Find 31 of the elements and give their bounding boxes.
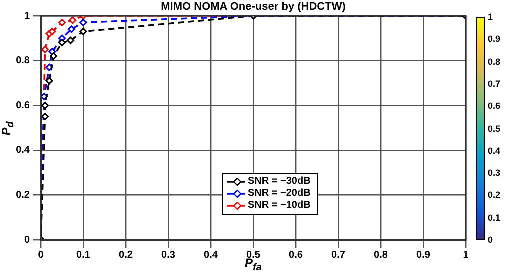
color-bar-label: 0.4 bbox=[488, 144, 501, 157]
color-bar-label: 0.1 bbox=[488, 212, 501, 224]
y-tick-label: 1 bbox=[24, 10, 30, 22]
y-tick-label: 0.2 bbox=[16, 190, 30, 201]
color-bar-label: 0.3 bbox=[488, 167, 501, 180]
x-tick-label: 0.3 bbox=[162, 250, 176, 261]
color-bar-label: 1 bbox=[488, 11, 494, 23]
y-tick-label: 0.8 bbox=[16, 56, 30, 67]
y-tick-label: 0.6 bbox=[16, 100, 30, 112]
y-tick-label: 0.4 bbox=[16, 145, 30, 156]
color-bar-label: 0.9 bbox=[488, 33, 501, 46]
x-tick-label: 0.4 bbox=[204, 250, 218, 261]
x-tick-label: 0.8 bbox=[374, 250, 388, 261]
x-tick-label: 0.6 bbox=[289, 250, 304, 261]
chart-title: MIMO NOMA One-user by (HDCTW) bbox=[160, 1, 347, 13]
color-bar-label: 0.8 bbox=[488, 56, 501, 68]
color-bar-label: 0.7 bbox=[488, 78, 501, 90]
x-tick-label: 0.1 bbox=[76, 250, 91, 261]
x-tick-label: 1 bbox=[463, 250, 470, 261]
x-tick-label: 0.9 bbox=[416, 250, 431, 261]
x-tick-label: 0.2 bbox=[119, 250, 134, 261]
legend-label: SNR = −10dB bbox=[248, 200, 311, 212]
x-tick-label: 0.7 bbox=[332, 250, 346, 261]
color-bar-label: 0 bbox=[488, 234, 494, 246]
x-tick-label: 0 bbox=[38, 250, 44, 261]
color-bar-label: 0.2 bbox=[488, 189, 501, 202]
color-bar-label: 0.6 bbox=[488, 100, 501, 112]
color-bar-label: 0.5 bbox=[488, 122, 501, 134]
y-tick-label: 0 bbox=[24, 234, 30, 246]
legend-label: SNR = −20dB bbox=[248, 188, 311, 200]
legend-label: SNR = −30dB bbox=[248, 176, 311, 188]
